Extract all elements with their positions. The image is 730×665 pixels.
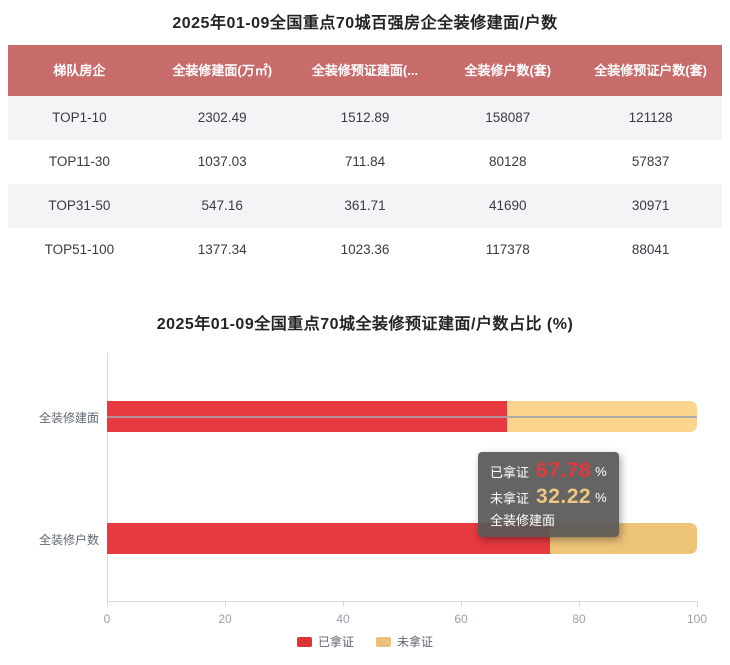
x-axis-tick bbox=[579, 602, 580, 607]
x-tick-label: 40 bbox=[336, 612, 350, 626]
cell-value: 1377.34 bbox=[197, 242, 247, 257]
legend-swatch-red bbox=[296, 636, 312, 647]
x-axis-tick bbox=[343, 602, 344, 607]
col-header-units: 全装修户数(套) bbox=[464, 63, 552, 78]
tooltip-value: 67.78 bbox=[536, 459, 592, 482]
chart-legend: 已拿证 未拿证 bbox=[0, 633, 730, 650]
plot-area: 0 20 40 60 80 100 bbox=[104, 353, 707, 626]
x-tick-label: 100 bbox=[686, 612, 708, 626]
cell-value: 41690 bbox=[489, 198, 527, 213]
tooltip-value: 32.22 bbox=[536, 485, 592, 508]
bar-segment-certified[interactable] bbox=[107, 523, 550, 554]
chart-tooltip: 已拿证 67.78 % 未拿证 32.22 % 全装修建面 bbox=[478, 452, 619, 537]
x-axis-tick bbox=[697, 602, 698, 607]
tooltip-line-uncertified: 未拿证 32.22 % bbox=[490, 484, 607, 510]
cell-value: 711.84 bbox=[344, 154, 386, 169]
x-tick-label: 0 bbox=[103, 612, 111, 626]
col-header-precert-units: 全装修预证户数(套) bbox=[594, 63, 707, 78]
cell-value: 117378 bbox=[485, 242, 530, 257]
cell-tier: TOP11-30 bbox=[48, 154, 110, 169]
tooltip-category: 全装修建面 bbox=[490, 513, 556, 528]
cell-value: 547.16 bbox=[201, 198, 243, 213]
y-axis-line bbox=[107, 353, 108, 602]
x-axis-tick bbox=[461, 602, 462, 607]
cell-value: 2302.49 bbox=[197, 110, 247, 125]
cell-value: 361.71 bbox=[344, 198, 386, 213]
cell-value: 1023.36 bbox=[340, 242, 390, 257]
cell-value: 1512.89 bbox=[340, 110, 390, 125]
x-tick-label: 60 bbox=[454, 612, 468, 626]
x-tick-label: 20 bbox=[218, 612, 232, 626]
cell-value: 30971 bbox=[631, 198, 670, 213]
cell-tier: TOP31-50 bbox=[48, 198, 111, 213]
tooltip-line-certified: 已拿证 67.78 % bbox=[490, 458, 607, 484]
tooltip-unit: % bbox=[595, 463, 607, 479]
y-category-label-units: 全装修户数 bbox=[38, 533, 99, 547]
axis-pointer-line bbox=[107, 416, 697, 418]
ranking-table: 梯队房企 全装修建面(万㎡) 全装修预证建面(... 全装修户数(套) 全装修预… bbox=[8, 45, 722, 272]
table-row: TOP51-100 1377.34 1023.36 117378 88041 bbox=[8, 228, 722, 272]
cell-value: 1037.03 bbox=[197, 154, 247, 169]
cell-tier: TOP1-10 bbox=[52, 110, 107, 125]
legend-label: 未拿证 bbox=[397, 635, 434, 649]
x-axis-tick bbox=[107, 602, 108, 607]
cell-value: 80128 bbox=[489, 154, 527, 169]
stacked-bar-chart: 0 20 40 60 80 100 全装修建面 全装修户数 已拿证 67.78 … bbox=[0, 345, 730, 665]
cell-value: 88041 bbox=[631, 242, 670, 257]
x-axis-tick bbox=[225, 602, 226, 607]
tooltip-unit: % bbox=[595, 489, 607, 505]
table-row: TOP11-30 1037.03 711.84 80128 57837 bbox=[8, 140, 722, 184]
cell-tier: TOP51-100 bbox=[44, 242, 115, 257]
tooltip-series-label: 未拿证 bbox=[490, 490, 530, 506]
cell-value: 158087 bbox=[485, 110, 531, 125]
x-axis-line bbox=[107, 601, 698, 602]
table-row: TOP31-50 547.16 361.71 41690 30971 bbox=[8, 184, 722, 228]
col-header-precert-area: 全装修预证建面(... bbox=[311, 63, 419, 78]
chart-title: 2025年01-09全国重点70城全装修预证建面/户数占比 (%) bbox=[156, 316, 574, 333]
cell-value: 57837 bbox=[631, 154, 670, 169]
legend-item-certified[interactable]: 已拿证 bbox=[296, 633, 354, 650]
col-header-tier: 梯队房企 bbox=[53, 63, 106, 78]
col-header-area: 全装修建面(万㎡) bbox=[172, 63, 273, 78]
table-row: TOP1-10 2302.49 1512.89 158087 121128 bbox=[8, 96, 722, 140]
y-category-label-area: 全装修建面 bbox=[38, 411, 99, 425]
legend-swatch-yellow bbox=[376, 636, 391, 647]
legend-item-uncertified[interactable]: 未拿证 bbox=[376, 633, 433, 650]
tooltip-series-label: 已拿证 bbox=[490, 464, 530, 480]
cell-value: 121128 bbox=[628, 110, 673, 125]
table-title: 2025年01-09全国重点70城百强房企全装修建面/户数 bbox=[172, 15, 558, 32]
x-tick-label: 80 bbox=[572, 612, 586, 626]
legend-label: 已拿证 bbox=[317, 635, 354, 649]
table-header-row: 梯队房企 全装修建面(万㎡) 全装修预证建面(... 全装修户数(套) 全装修预… bbox=[8, 45, 722, 96]
